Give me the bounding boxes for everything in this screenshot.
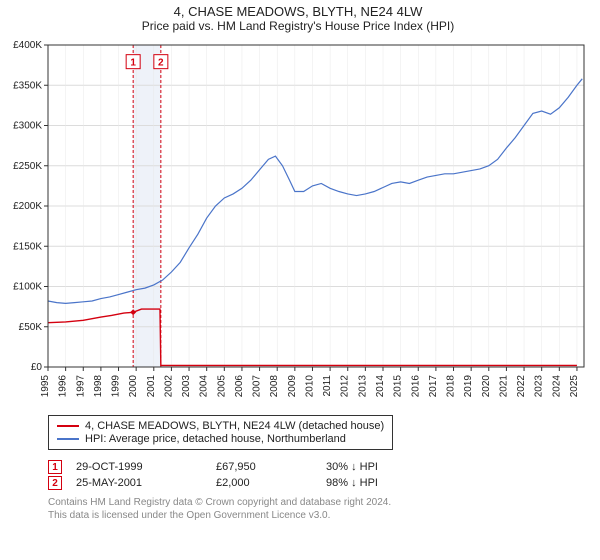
legend-swatch bbox=[57, 438, 79, 440]
svg-text:2009: 2009 bbox=[287, 375, 298, 398]
svg-text:2022: 2022 bbox=[516, 375, 527, 398]
event-change: 98% ↓ HPI bbox=[326, 477, 378, 489]
legend-row: HPI: Average price, detached house, Nort… bbox=[57, 433, 384, 445]
svg-text:2012: 2012 bbox=[340, 375, 351, 398]
chart-subtitle: Price paid vs. HM Land Registry's House … bbox=[4, 19, 592, 33]
svg-text:2020: 2020 bbox=[481, 375, 492, 398]
svg-text:1: 1 bbox=[130, 58, 136, 69]
svg-text:2025: 2025 bbox=[569, 375, 580, 398]
legend-label: HPI: Average price, detached house, Nort… bbox=[85, 433, 346, 445]
svg-text:2006: 2006 bbox=[234, 375, 245, 398]
svg-text:1995: 1995 bbox=[40, 375, 51, 398]
svg-text:2021: 2021 bbox=[498, 375, 509, 398]
event-change: 30% ↓ HPI bbox=[326, 461, 378, 473]
svg-text:£0: £0 bbox=[31, 362, 43, 373]
svg-text:2015: 2015 bbox=[393, 375, 404, 398]
legend: 4, CHASE MEADOWS, BLYTH, NE24 4LW (detac… bbox=[48, 415, 393, 450]
svg-text:2004: 2004 bbox=[199, 375, 210, 398]
svg-text:£150K: £150K bbox=[13, 241, 42, 252]
svg-text:2: 2 bbox=[158, 58, 164, 69]
svg-text:2000: 2000 bbox=[128, 375, 139, 398]
svg-text:£50K: £50K bbox=[19, 322, 43, 333]
footer-line-2: This data is licensed under the Open Gov… bbox=[48, 509, 592, 522]
svg-text:£250K: £250K bbox=[13, 161, 42, 172]
event-marker: 2 bbox=[48, 476, 62, 490]
svg-text:2019: 2019 bbox=[463, 375, 474, 398]
svg-text:2001: 2001 bbox=[146, 375, 157, 398]
legend-row: 4, CHASE MEADOWS, BLYTH, NE24 4LW (detac… bbox=[57, 420, 384, 432]
chart-svg: £0 £50K £100K £150K £200K £250K £300K £350K £400… bbox=[4, 39, 592, 409]
svg-text:2005: 2005 bbox=[216, 375, 227, 398]
legend-swatch bbox=[57, 425, 79, 427]
svg-text:1997: 1997 bbox=[75, 375, 86, 398]
svg-text:1999: 1999 bbox=[111, 375, 122, 398]
svg-text:2003: 2003 bbox=[181, 375, 192, 398]
svg-text:2013: 2013 bbox=[357, 375, 368, 398]
event-date: 25-MAY-2001 bbox=[76, 477, 216, 489]
footer-attribution: Contains HM Land Registry data © Crown c… bbox=[48, 496, 592, 522]
svg-text:2010: 2010 bbox=[304, 375, 315, 398]
event-price: £67,950 bbox=[216, 461, 326, 473]
svg-text:2002: 2002 bbox=[163, 375, 174, 398]
svg-text:£350K: £350K bbox=[13, 80, 42, 91]
event-date: 29-OCT-1999 bbox=[76, 461, 216, 473]
event-price: £2,000 bbox=[216, 477, 326, 489]
svg-text:2007: 2007 bbox=[252, 375, 263, 398]
footer-line-1: Contains HM Land Registry data © Crown c… bbox=[48, 496, 592, 509]
svg-text:2018: 2018 bbox=[446, 375, 457, 398]
legend-label: 4, CHASE MEADOWS, BLYTH, NE24 4LW (detac… bbox=[85, 420, 384, 432]
svg-text:2016: 2016 bbox=[410, 375, 421, 398]
svg-text:2011: 2011 bbox=[322, 375, 333, 397]
svg-text:1996: 1996 bbox=[58, 375, 69, 398]
svg-text:1998: 1998 bbox=[93, 375, 104, 398]
chart-title: 4, CHASE MEADOWS, BLYTH, NE24 4LW bbox=[4, 4, 592, 19]
svg-text:£400K: £400K bbox=[13, 40, 42, 51]
svg-text:2008: 2008 bbox=[269, 375, 280, 398]
svg-text:£300K: £300K bbox=[13, 121, 42, 132]
svg-text:£100K: £100K bbox=[13, 282, 42, 293]
svg-text:£200K: £200K bbox=[13, 201, 42, 212]
chart-container: 4, CHASE MEADOWS, BLYTH, NE24 4LW Price … bbox=[0, 0, 600, 526]
svg-text:2014: 2014 bbox=[375, 375, 386, 398]
event-marker: 1 bbox=[48, 460, 62, 474]
svg-text:2023: 2023 bbox=[534, 375, 545, 398]
svg-text:2024: 2024 bbox=[551, 375, 562, 398]
event-row: 2 25-MAY-2001£2,00098% ↓ HPI bbox=[48, 476, 592, 490]
event-row: 1 29-OCT-1999£67,95030% ↓ HPI bbox=[48, 460, 592, 474]
chart-plot-area: £0 £50K £100K £150K £200K £250K £300K £350K £400… bbox=[4, 39, 592, 409]
svg-text:2017: 2017 bbox=[428, 375, 439, 398]
event-list: 1 29-OCT-1999£67,95030% ↓ HPI 2 25-MAY-2001… bbox=[48, 460, 592, 490]
